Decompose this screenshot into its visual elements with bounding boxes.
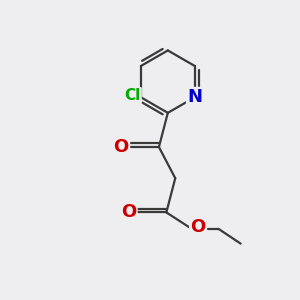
- Text: N: N: [188, 88, 202, 106]
- Text: O: O: [113, 138, 129, 156]
- Text: Cl: Cl: [124, 88, 141, 103]
- Text: O: O: [190, 218, 206, 236]
- Text: O: O: [121, 203, 136, 221]
